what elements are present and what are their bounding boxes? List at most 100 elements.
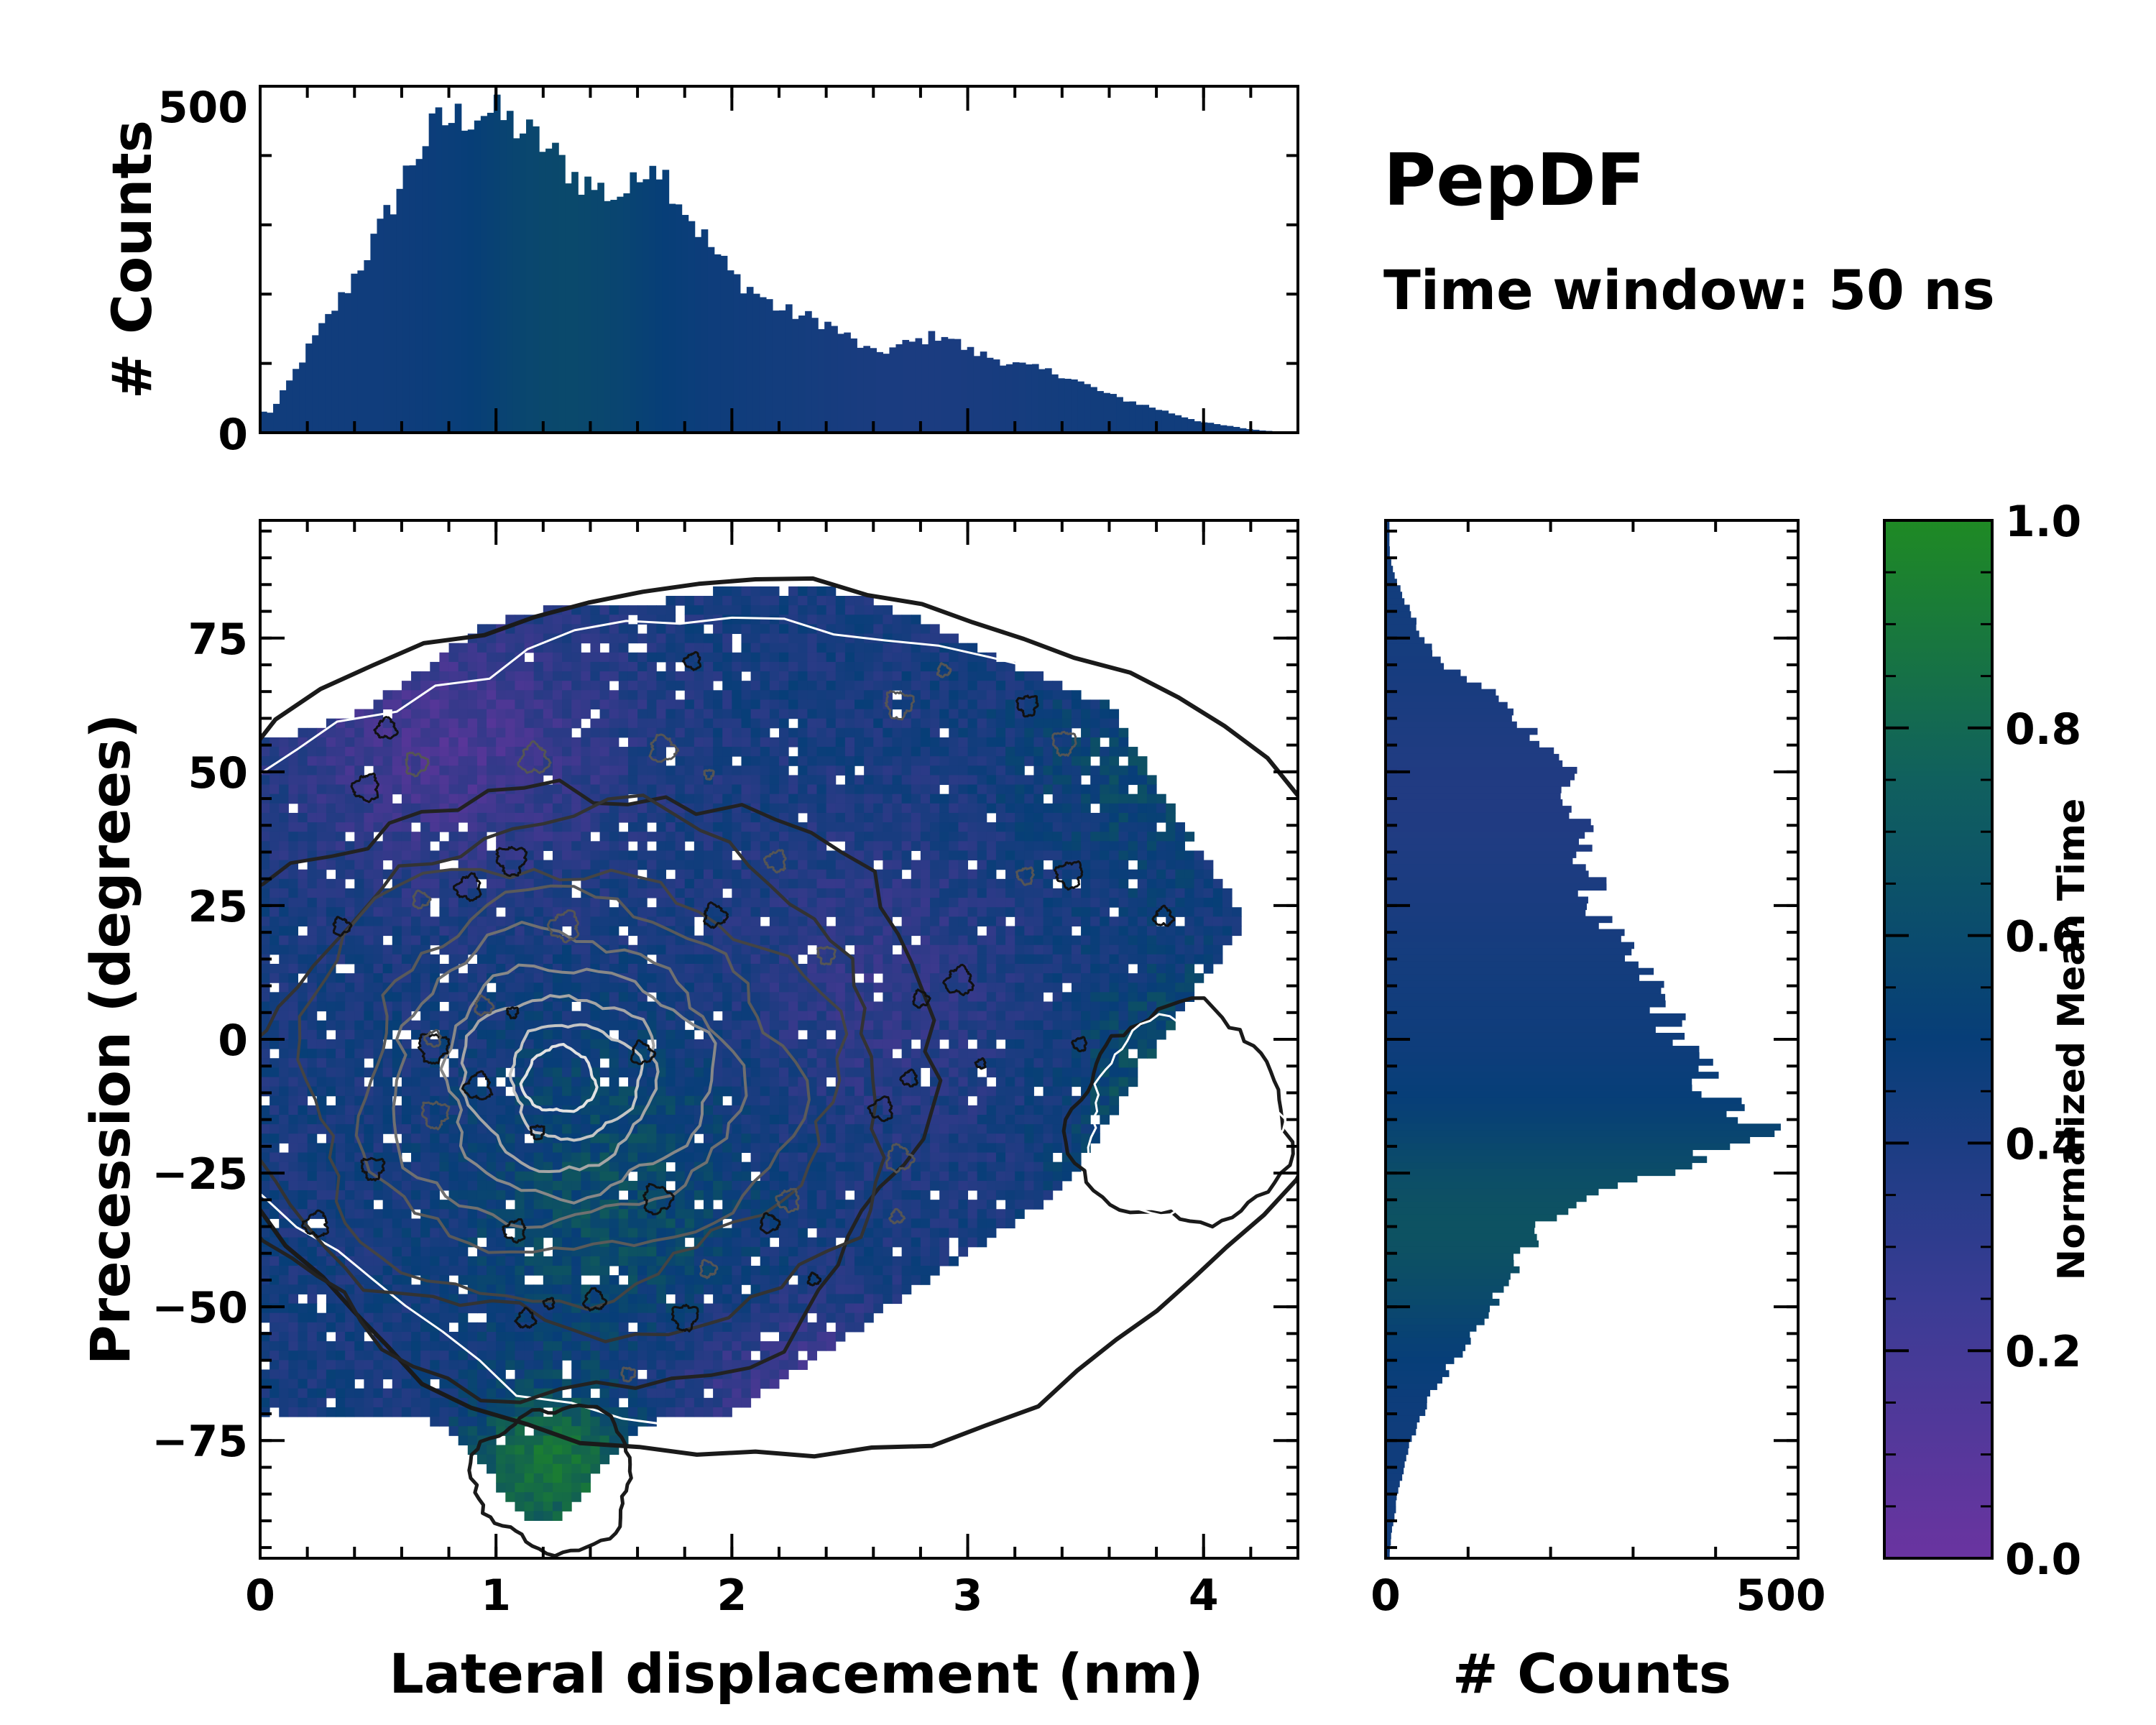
heatmap-cell — [430, 1001, 440, 1012]
heatmap-cell — [920, 803, 931, 814]
heatmap-cell — [448, 1067, 459, 1078]
heatmap-cell — [1146, 926, 1157, 937]
heatmap-cell — [694, 596, 704, 606]
heatmap-cell — [316, 737, 327, 748]
heatmap-cell — [977, 963, 987, 974]
heatmap-cell — [637, 747, 648, 757]
heatmap-cell — [1024, 756, 1034, 766]
heatmap-cell — [609, 954, 619, 965]
heatmap-cell — [260, 860, 270, 870]
heatmap-cell — [1005, 1086, 1015, 1097]
heatmap-cell — [798, 756, 808, 766]
heatmap-cell — [420, 973, 430, 983]
heatmap-cell — [920, 775, 931, 786]
heatmap-cell — [552, 727, 563, 738]
heatmap-cell — [260, 1124, 270, 1134]
heatmap-cell — [618, 709, 629, 719]
heatmap-cell — [316, 860, 327, 870]
heatmap-cell — [411, 944, 421, 955]
heatmap-cell — [920, 1020, 931, 1031]
heatmap-cell — [892, 860, 903, 870]
heatmap-cell — [627, 850, 638, 861]
heatmap-cell — [1081, 794, 1091, 804]
heatmap-cell — [967, 1077, 978, 1087]
heatmap-cell — [505, 983, 515, 993]
heatmap-cell — [515, 944, 525, 955]
heatmap-cell — [835, 935, 846, 946]
heatmap-cell — [732, 907, 742, 917]
heatmap-cell — [496, 709, 506, 719]
heatmap-cell — [439, 794, 450, 804]
heatmap-cell — [883, 1086, 893, 1097]
heatmap-cell — [901, 803, 912, 814]
heatmap-cell — [618, 1029, 629, 1040]
heatmap-cell — [552, 1077, 563, 1087]
heatmap-cell — [1109, 832, 1120, 842]
heatmap-cell — [1109, 916, 1120, 926]
heatmap-cell — [345, 1077, 355, 1087]
heatmap-cell — [487, 812, 497, 823]
heatmap-cell — [487, 643, 497, 653]
heatmap-cell — [515, 878, 525, 889]
heatmap-cell — [788, 775, 798, 786]
heatmap-cell — [1052, 794, 1063, 804]
heatmap-cell — [1137, 784, 1148, 795]
heatmap-cell — [515, 633, 525, 644]
heatmap-cell — [307, 1124, 318, 1134]
heatmap-cell — [476, 822, 487, 832]
heatmap-cell — [562, 756, 572, 766]
heatmap-cell — [1024, 681, 1034, 691]
heatmap-cell — [382, 944, 393, 955]
heatmap-cell — [336, 794, 346, 804]
heatmap-cell — [1061, 1039, 1072, 1049]
heatmap-cell — [270, 1086, 280, 1097]
heatmap-cell — [1118, 775, 1129, 786]
heatmap-cell — [656, 832, 666, 842]
heatmap-cell — [930, 784, 940, 795]
heatmap-cell — [279, 822, 289, 832]
heatmap-cell — [1024, 794, 1034, 804]
heatmap-cell — [807, 860, 818, 870]
heatmap-cell — [844, 643, 855, 653]
heatmap-cell — [798, 1039, 808, 1049]
heatmap-cell — [420, 671, 430, 681]
top-histogram-bar — [415, 159, 423, 433]
top-histogram-bar — [286, 380, 293, 433]
heatmap-cell — [675, 718, 686, 729]
heatmap-cell — [1232, 926, 1242, 937]
heatmap-cell — [694, 1086, 704, 1097]
heatmap-cell — [750, 898, 761, 908]
heatmap-cell — [373, 1029, 384, 1040]
heatmap-cell — [769, 992, 780, 1002]
heatmap-cell — [732, 699, 742, 710]
heatmap-cell — [581, 898, 591, 908]
heatmap-cell — [543, 671, 553, 681]
heatmap-cell — [958, 973, 969, 983]
heatmap-cell — [571, 841, 581, 851]
heatmap-cell — [1005, 671, 1015, 681]
heatmap-cell — [373, 1115, 384, 1125]
heatmap-cell — [1109, 954, 1120, 965]
heatmap-cell — [571, 944, 581, 955]
heatmap-cell — [1015, 1067, 1025, 1078]
heatmap-cell — [684, 605, 695, 615]
heatmap-cell — [524, 661, 535, 672]
heatmap-cell — [930, 841, 940, 851]
heatmap-cell — [722, 1105, 732, 1116]
heatmap-cell — [779, 765, 789, 776]
heatmap-cell — [977, 944, 987, 955]
heatmap-cell — [864, 681, 874, 691]
top-histogram-bar — [441, 125, 449, 433]
heatmap-cell — [618, 878, 629, 889]
top-histogram-bar — [954, 339, 962, 433]
heatmap-cell — [1156, 963, 1166, 974]
heatmap-cell — [1118, 983, 1129, 993]
heatmap-cell — [382, 812, 393, 823]
heatmap-cell — [1071, 992, 1082, 1002]
heatmap-cell — [627, 605, 638, 615]
heatmap-cell — [750, 605, 761, 615]
heatmap-cell — [967, 869, 978, 880]
heatmap-cell — [864, 1029, 874, 1040]
heatmap-cell — [920, 832, 931, 842]
heatmap-cell — [958, 737, 969, 748]
